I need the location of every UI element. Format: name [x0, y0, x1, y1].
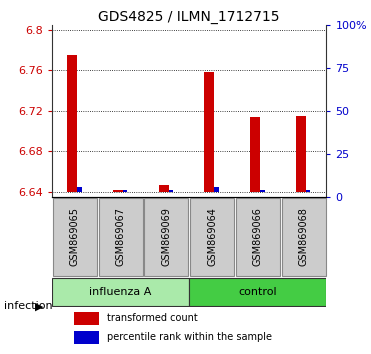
FancyBboxPatch shape: [52, 278, 189, 306]
Bar: [123, 189, 128, 192]
Text: GSM869066: GSM869066: [253, 207, 263, 266]
Bar: [250, 117, 260, 192]
Text: GSM869068: GSM869068: [299, 207, 309, 266]
Text: infection: infection: [4, 301, 52, 311]
FancyBboxPatch shape: [53, 198, 97, 275]
Text: GSM869069: GSM869069: [161, 207, 171, 266]
Text: transformed count: transformed count: [107, 313, 198, 323]
FancyBboxPatch shape: [99, 198, 142, 275]
FancyBboxPatch shape: [236, 198, 280, 275]
Text: GSM869065: GSM869065: [70, 207, 80, 266]
Text: GSM869067: GSM869067: [116, 207, 125, 266]
FancyBboxPatch shape: [282, 198, 326, 275]
Text: influenza A: influenza A: [89, 287, 152, 297]
Bar: [158, 185, 168, 192]
Bar: [67, 55, 77, 192]
Bar: [74, 312, 99, 325]
Bar: [204, 72, 214, 192]
Text: GSM869064: GSM869064: [207, 207, 217, 266]
Text: control: control: [239, 287, 277, 297]
Bar: [169, 189, 173, 192]
Bar: [306, 189, 311, 192]
Text: ▶: ▶: [35, 301, 43, 311]
FancyBboxPatch shape: [189, 278, 326, 306]
Bar: [260, 189, 265, 192]
Bar: [296, 116, 306, 192]
Bar: [113, 189, 123, 192]
Title: GDS4825 / ILMN_1712715: GDS4825 / ILMN_1712715: [98, 10, 280, 24]
Bar: [214, 188, 219, 192]
Bar: [74, 331, 99, 344]
Text: percentile rank within the sample: percentile rank within the sample: [107, 332, 272, 342]
FancyBboxPatch shape: [190, 198, 234, 275]
Bar: [77, 188, 82, 192]
FancyBboxPatch shape: [144, 198, 188, 275]
